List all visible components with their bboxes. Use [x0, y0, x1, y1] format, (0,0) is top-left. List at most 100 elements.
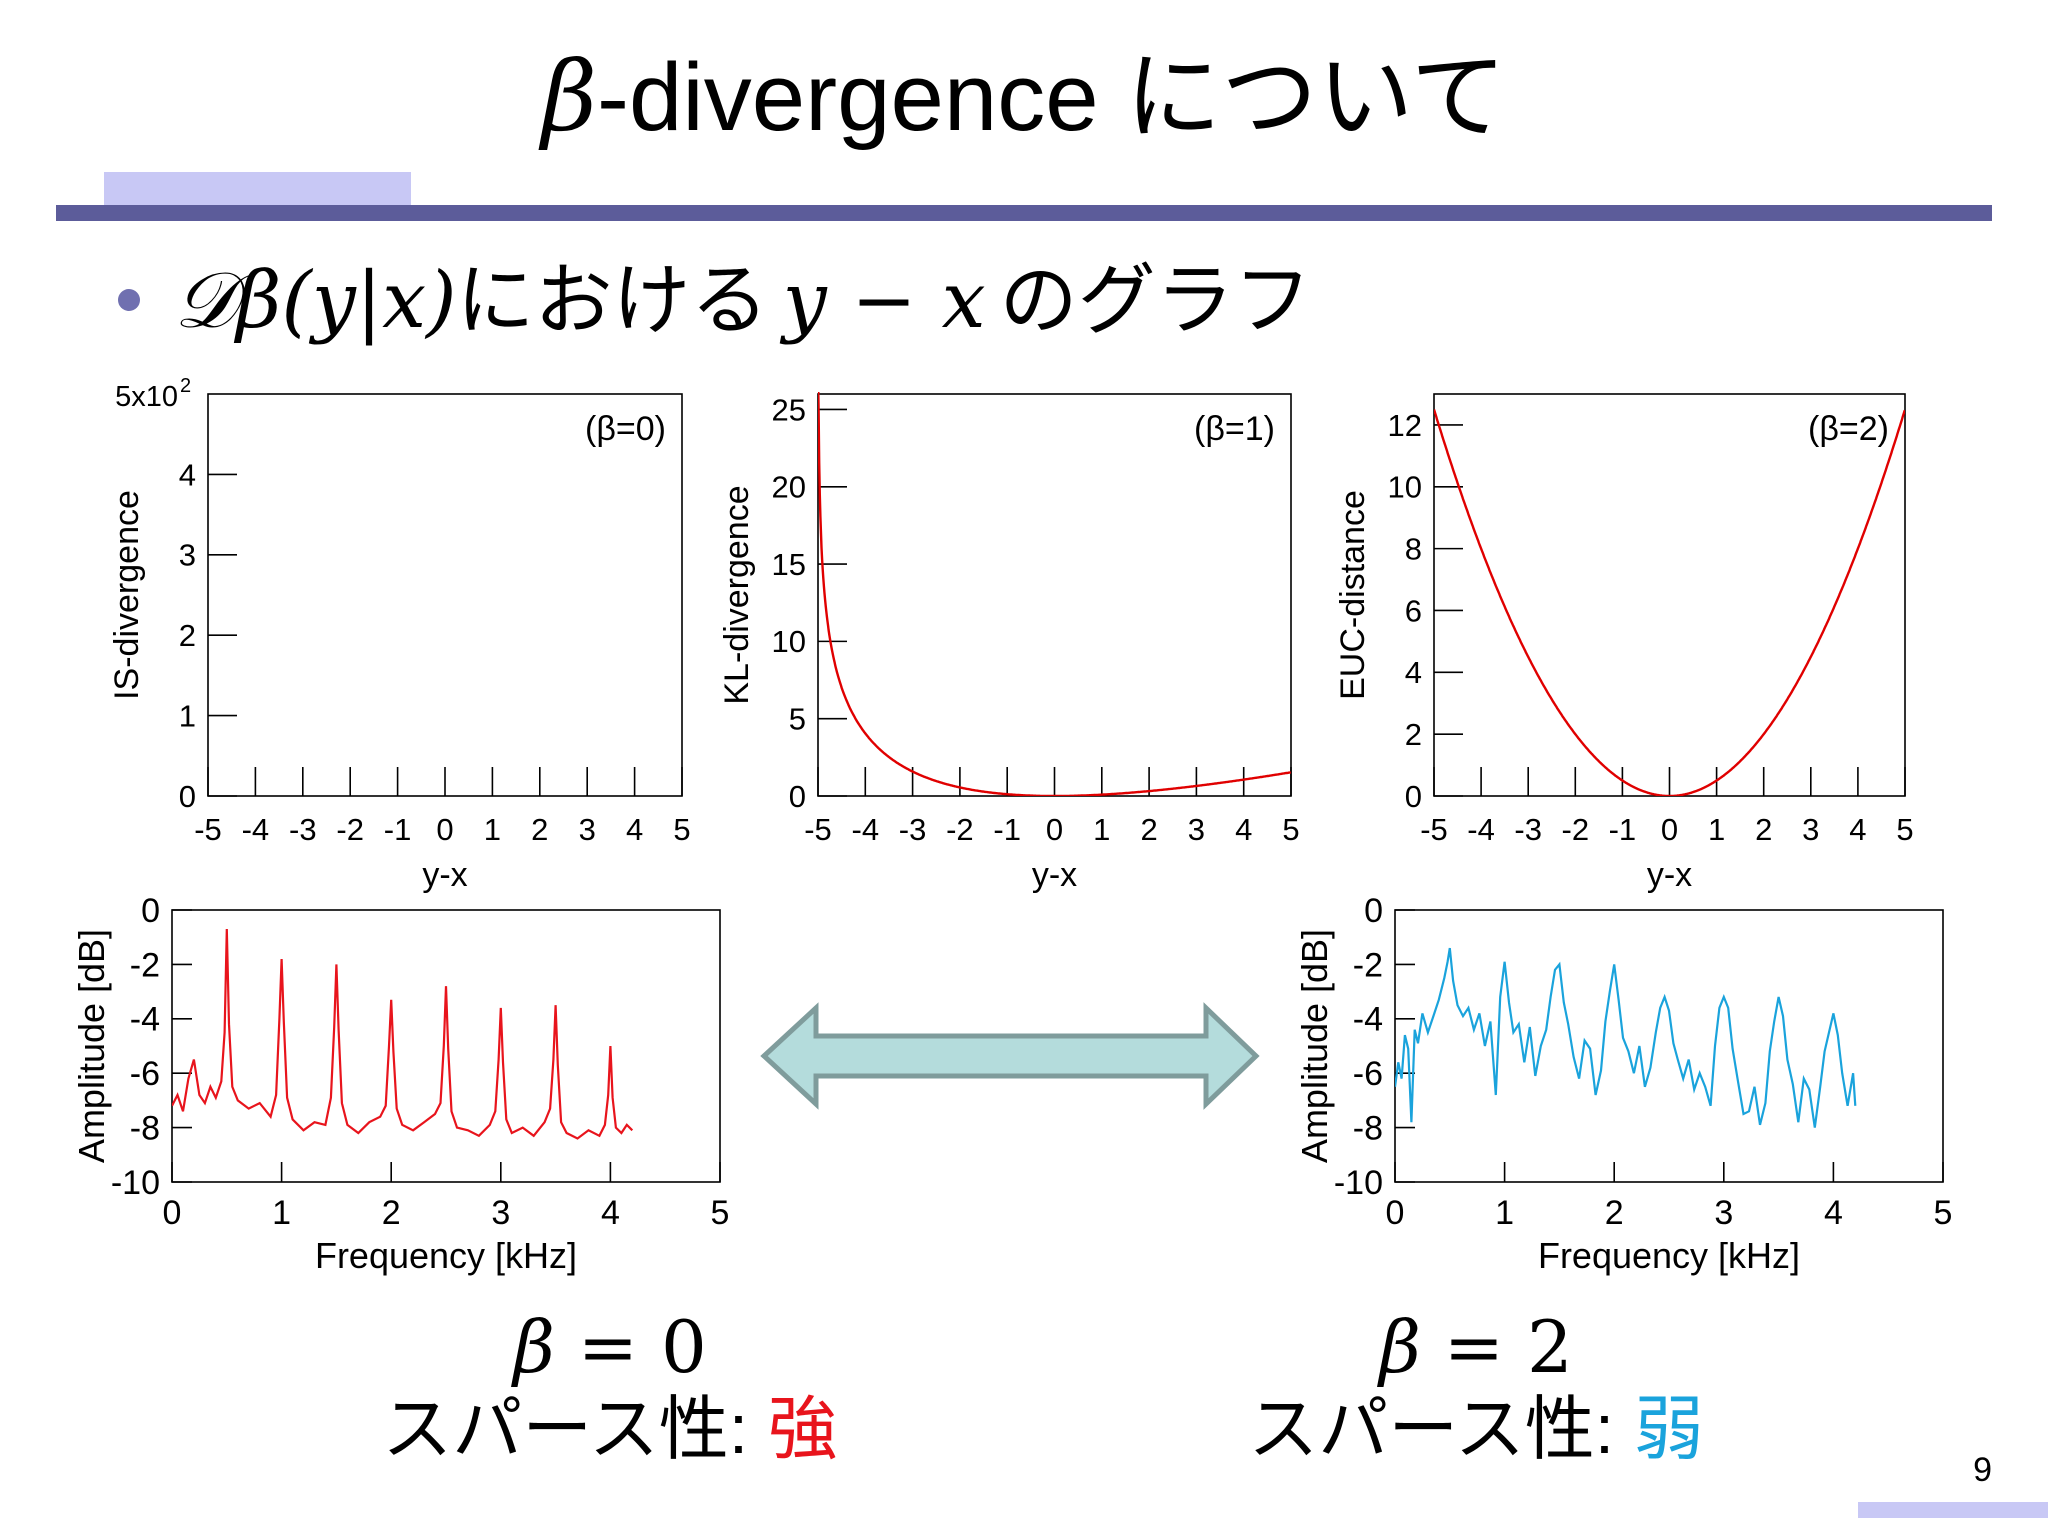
y-tick-label: 10	[772, 624, 806, 659]
x-tick-label: 2	[1140, 812, 1157, 847]
y-axis-title: Amplitude [dB]	[71, 929, 112, 1163]
bullet-dot-icon	[118, 289, 140, 312]
caption-left-beta: β	[513, 1305, 555, 1389]
x-tick-label: -4	[852, 812, 880, 847]
title-accent-block	[104, 172, 411, 208]
x-tick-label: 4	[1824, 1194, 1843, 1232]
y-axis-title: Amplitude [dB]	[1294, 929, 1335, 1163]
y-axis-title: EUC-distance	[1334, 490, 1372, 700]
x-tick-label: -2	[336, 812, 364, 847]
y-tick-label: 5	[789, 702, 806, 737]
y-tick-label: -4	[1353, 1001, 1383, 1039]
y-tick-label: 0	[141, 892, 160, 930]
x-tick-label: 3	[579, 812, 596, 847]
x-tick-label: -3	[289, 812, 317, 847]
chart-kl: -5 -4 -3 -2 -1 0 1 2 3 4 50510152025y-xKL-divergen…	[718, 392, 1300, 894]
beta-label: (β=2)	[1808, 410, 1889, 448]
x-tick-label: 3	[1802, 812, 1819, 847]
y-tick-label: 4	[179, 457, 196, 492]
x-tick-label: -2	[1562, 812, 1590, 847]
y-scale-label: 5x10	[115, 381, 178, 413]
chart-euc: -5 -4 -3 -2 -1 0 1 2 3 4 5024681012y-xEUC-distance…	[1334, 393, 1914, 894]
x-tick-label: 5	[673, 812, 690, 847]
caption-right-beta: β	[1379, 1305, 1421, 1389]
series-line	[172, 928, 634, 1140]
y-tick-label: 20	[772, 470, 806, 505]
x-tick-label: 1	[1093, 812, 1110, 847]
y-tick-label: -6	[1353, 1055, 1383, 1093]
series-line	[1395, 947, 1857, 1128]
slide-title: β-divergence について	[0, 40, 2048, 155]
bullet-text-2: のグラフ	[999, 256, 1312, 344]
y-tick-label: -8	[130, 1110, 160, 1148]
x-tick-label: 2	[382, 1194, 401, 1232]
arrow-shape	[760, 1002, 1260, 1110]
y-axis-title: IS-divergence	[108, 490, 146, 700]
x-tick-label: 4	[1235, 812, 1252, 847]
title-text: -divergence について	[597, 44, 1507, 151]
plot-frame	[817, 393, 1292, 797]
x-tick-label: -2	[946, 812, 974, 847]
y-axis-title: KL-divergence	[718, 485, 756, 704]
y-scale-exponent: 2	[180, 375, 191, 397]
x-tick-label: 0	[1386, 1194, 1405, 1232]
x-tick-label: -4	[1467, 812, 1495, 847]
plot-frame	[171, 909, 721, 1183]
x-axis-title: Frequency [kHz]	[315, 1235, 577, 1276]
bullet-math-difference: y − x	[782, 256, 986, 346]
y-tick-label: 0	[1405, 779, 1422, 814]
beta-label: (β=0)	[585, 410, 666, 448]
caption-right: β = 2 スパース性: 弱	[1216, 1305, 1736, 1471]
x-tick-label: 0	[436, 812, 453, 847]
series-line	[1434, 409, 1905, 796]
caption-right-sparse-value: 弱	[1633, 1390, 1704, 1469]
y-tick-label: 0	[789, 779, 806, 814]
caption-right-sparse-label: スパース性:	[1248, 1390, 1634, 1469]
x-tick-label: 1	[1708, 812, 1725, 847]
caption-left-sparse-value: 強	[767, 1390, 838, 1469]
x-tick-label: 1	[272, 1194, 291, 1232]
y-tick-label: 3	[179, 538, 196, 573]
caption-left-equals: = 0	[554, 1305, 707, 1389]
x-axis-title: y-x	[1032, 856, 1077, 894]
y-tick-label: 2	[179, 618, 196, 653]
x-tick-label: -5	[1420, 812, 1448, 847]
beta-label: (β=1)	[1194, 410, 1275, 448]
caption-left-sparse-label: スパース性:	[382, 1390, 768, 1469]
y-tick-label: -2	[1353, 946, 1383, 984]
x-tick-label: 2	[1605, 1194, 1624, 1232]
y-tick-label: 8	[1405, 531, 1422, 566]
y-tick-label: 2	[1405, 717, 1422, 752]
double-headed-arrow-icon	[760, 1002, 1260, 1110]
title-underline-bar	[56, 205, 1992, 221]
x-tick-label: 0	[1046, 812, 1063, 847]
series-line	[818, 392, 1291, 796]
x-tick-label: 0	[1661, 812, 1678, 847]
x-tick-label: 3	[491, 1194, 510, 1232]
caption-right-equals: = 2	[1420, 1305, 1573, 1389]
page-number: 9	[1973, 1451, 1992, 1489]
x-tick-label: -3	[899, 812, 927, 847]
y-tick-label: -8	[1353, 1110, 1383, 1148]
x-tick-label: 5	[1896, 812, 1913, 847]
x-tick-label: 4	[601, 1194, 620, 1232]
bullet-math-divergence: 𝒟β(y|x)	[174, 256, 457, 346]
bullet-item: 𝒟β(y|x)における y − x のグラフ	[118, 250, 1312, 352]
y-tick-label: 0	[179, 779, 196, 814]
y-tick-label: 12	[1388, 408, 1422, 443]
x-tick-label: -5	[804, 812, 832, 847]
x-tick-label: 5	[1934, 1194, 1953, 1232]
x-tick-label: 2	[1755, 812, 1772, 847]
y-tick-label: -4	[130, 1001, 160, 1039]
plot-frame	[1433, 393, 1906, 797]
x-tick-label: 3	[1714, 1194, 1733, 1232]
y-tick-label: 25	[772, 392, 806, 427]
x-tick-label: 1	[1495, 1194, 1514, 1232]
y-tick-label: -2	[130, 946, 160, 984]
y-tick-label: -10	[111, 1164, 160, 1202]
page-accent-bar	[1858, 1502, 2048, 1518]
chart-spec-left: 0 1 2 3 4 5 0 -2 -4 -6 -8 -10 Frequency [kHz] Amplitu…	[71, 892, 729, 1276]
x-axis-title: Frequency [kHz]	[1538, 1235, 1800, 1276]
caption-left: β = 0 スパース性: 強	[350, 1305, 870, 1471]
